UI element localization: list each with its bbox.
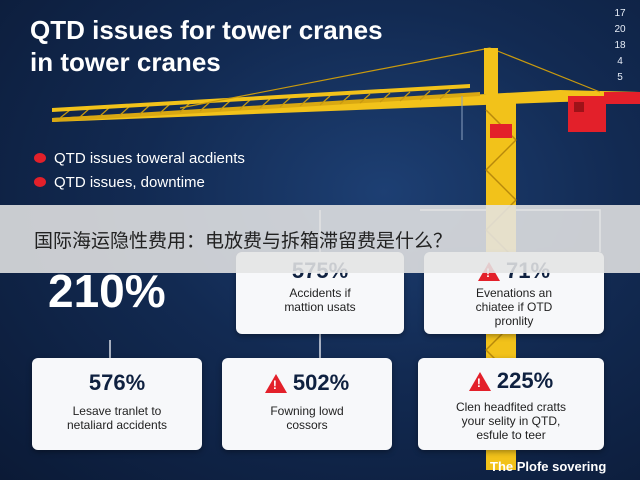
card-desc-line: esfule to teer	[476, 428, 546, 442]
card-desc-line: Evenations an	[475, 286, 553, 300]
card-desc-line: chiatee if OTD	[475, 300, 553, 314]
card-stat: 225%	[418, 366, 604, 396]
banner-text: 国际海运隐性费用：电放费与拆箱滞留费是什么？	[34, 229, 453, 252]
card-desc-line: cossors	[286, 418, 328, 432]
corner-number: 20	[614, 24, 626, 35]
bullet-dot-icon	[34, 153, 46, 163]
card-desc-line: Accidents if	[289, 286, 351, 300]
stat-card: 576% Lesave tranlet to netaliard acciden…	[32, 358, 202, 450]
crane-jib	[52, 47, 640, 122]
card-stat: 576%	[88, 370, 146, 395]
card-desc-line: mattion usats	[284, 300, 356, 314]
bullet-text: QTD issues, downtime	[54, 173, 205, 191]
bullet-item: QTD issues toweral acdients	[34, 146, 245, 170]
crane-cab	[490, 92, 640, 138]
page-title: QTD issues for tower cranes in tower cra…	[30, 14, 470, 78]
card-desc-line: Fowning lowd	[270, 404, 344, 418]
card-desc-line: your selity in QTD,	[461, 414, 561, 428]
card-desc-line: Clen headfited cratts	[455, 400, 567, 414]
corner-numbers: 17 20 18 4 5	[608, 6, 632, 86]
corner-number: 17	[614, 8, 626, 19]
bullet-text: QTD issues toweral acdients	[54, 149, 245, 167]
big-stat: 210%	[48, 265, 166, 317]
stat-card: 502% Fowning lowd cossors	[222, 358, 392, 450]
title-line-1: QTD issues for tower cranes	[30, 15, 383, 45]
corner-number: 5	[617, 72, 623, 83]
corner-number: 4	[617, 56, 623, 67]
stat-card: 225% Clen headfited cratts your selity i…	[418, 358, 604, 450]
bullet-list: QTD issues toweral acdients QTD issues, …	[34, 146, 245, 194]
footer-text: The Plofe sovering	[490, 459, 607, 474]
warning-triangle-icon	[264, 373, 287, 393]
bullet-dot-icon	[34, 177, 46, 187]
card-desc-line: netaliard accidents	[66, 418, 168, 432]
caption-banner: 国际海运隐性费用：电放费与拆箱滞留费是什么？	[0, 205, 640, 273]
card-desc-line: pronlity	[494, 314, 534, 328]
card-desc-line: Lesave tranlet to	[72, 404, 162, 418]
card-stat: 502%	[222, 368, 392, 398]
title-line-2: in tower cranes	[30, 47, 221, 77]
corner-number: 18	[614, 40, 626, 51]
bullet-item: QTD issues, downtime	[34, 170, 245, 194]
warning-triangle-icon	[468, 371, 491, 391]
